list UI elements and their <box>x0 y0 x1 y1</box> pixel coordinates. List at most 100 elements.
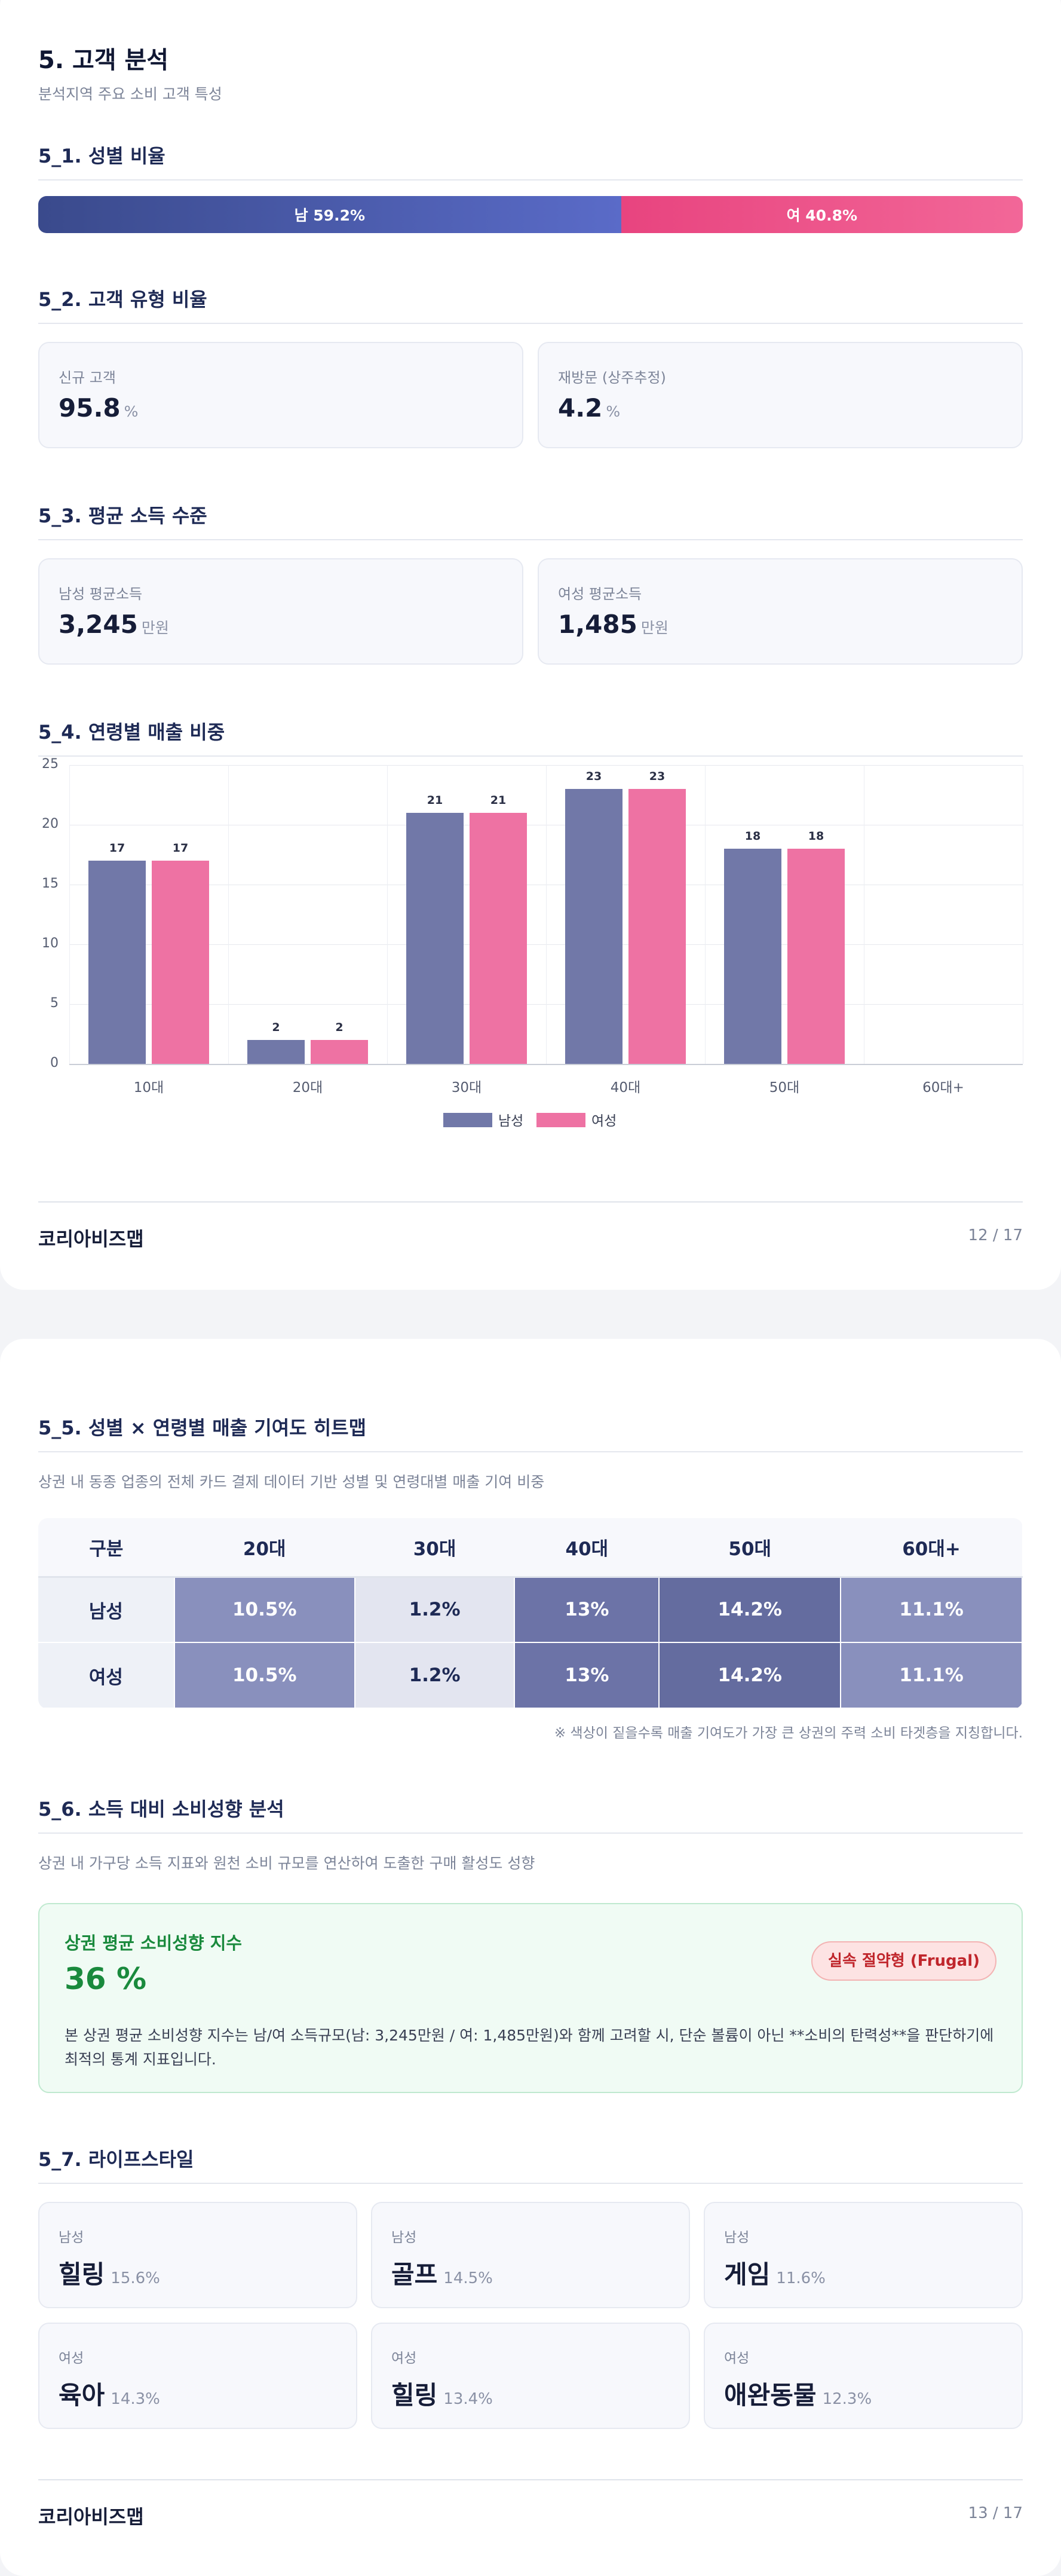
new-customer-card: 신규 고객 95.8% <box>38 342 523 448</box>
heatmap-col-header: 구분 <box>38 1518 174 1578</box>
chart-y-tick-label: 10 <box>42 936 59 951</box>
report-page-13: 5_5. 성별 × 연령별 매출 기여도 히트맵 상권 내 동종 업종의 전체 … <box>0 1339 1061 2576</box>
female-income-value: 1,485 만원 <box>558 610 669 639</box>
chart-bar-male <box>88 861 146 1064</box>
lifestyle-card: 여성 육아 14.3% <box>38 2323 357 2429</box>
heatmap-col-header: 30대 <box>354 1518 515 1578</box>
chart-bar-male <box>406 813 464 1064</box>
lifestyle-gender: 여성 <box>724 2351 750 2366</box>
lifestyle-percent: 15.6% <box>111 2269 160 2287</box>
heatmap-cell: 1.2% <box>354 1642 516 1709</box>
return-customer-value: 4.2% <box>558 393 621 423</box>
male-income-label: 남성 평균소득 <box>59 586 143 602</box>
report-page-12: 5. 고객 분석 분석지역 주요 소비 고객 특성 5_1. 성별 비율 남 5… <box>0 0 1061 1290</box>
chart-data-label: 17 <box>172 842 189 855</box>
lifestyle-percent: 14.5% <box>443 2269 493 2287</box>
heatmap-col-header: 40대 <box>514 1518 660 1578</box>
divider <box>38 755 1023 757</box>
gender-ratio-male-segment: 남 59.2% <box>38 196 621 233</box>
propensity-body-text: 본 상권 평균 소비성향 지수는 남/여 소득규모(남: 3,245만원 / 여… <box>65 2027 994 2068</box>
heatmap-cell: 14.2% <box>659 1642 842 1709</box>
return-customer-label: 재방문 (상주추정) <box>558 369 666 386</box>
section-title: 5. 고객 분석 <box>38 47 169 74</box>
heatmap-cell: 10.5% <box>174 1642 355 1709</box>
chart-gridline <box>69 1004 1023 1005</box>
gender-ratio-male-label: 남 59.2% <box>294 207 366 224</box>
chart-gridline <box>69 765 70 1064</box>
chart-x-tick-label: 10대 <box>133 1080 164 1096</box>
heatmap-col-header: 50대 <box>659 1518 841 1578</box>
footer-divider <box>38 1201 1023 1203</box>
lifestyle-percent: 11.6% <box>776 2269 826 2287</box>
propensity-description: 상권 내 가구당 소득 지표와 원천 소비 규모를 연산하여 도출한 구매 활성… <box>38 1855 535 1872</box>
heatmap-cell: 13% <box>514 1642 660 1709</box>
heatmap-row-male: 남성 10.5% 1.2% 13% 14.2% 11.1% <box>38 1577 1023 1643</box>
female-income-label: 여성 평균소득 <box>558 586 642 602</box>
chart-bar-female <box>787 849 845 1064</box>
chart-data-label: 2 <box>335 1021 344 1034</box>
chart-data-label: 18 <box>744 830 761 843</box>
heatmap-description: 상권 내 동종 업종의 전체 카드 결제 데이터 기반 성별 및 연령대별 매출… <box>38 1473 545 1491</box>
heatmap-row-label: 여성 <box>38 1642 175 1709</box>
female-income-card: 여성 평균소득 1,485 만원 <box>538 558 1023 665</box>
chart-y-tick-label: 0 <box>50 1056 59 1070</box>
propensity-box-title: 상권 평균 소비성향 지수 <box>65 1933 243 1953</box>
propensity-heading: 5_6. 소득 대비 소비성향 분석 <box>38 1798 284 1821</box>
heatmap-cell: 13% <box>514 1577 660 1643</box>
heatmap-cell: 11.1% <box>841 1642 1023 1709</box>
lifestyle-gender: 여성 <box>59 2351 84 2366</box>
heatmap-note: ※ 색상이 짙을수록 매출 기여도가 가장 큰 상권의 주력 소비 타겟층을 지… <box>554 1726 1023 1741</box>
divider <box>38 1451 1023 1452</box>
gender-ratio-female-segment: 여 40.8% <box>621 196 1023 233</box>
chart-x-tick-label: 40대 <box>610 1080 641 1096</box>
lifestyle-percent: 14.3% <box>111 2390 160 2408</box>
chart-gridline <box>387 765 388 1064</box>
divider <box>38 179 1023 180</box>
chart-data-label: 23 <box>585 770 602 783</box>
heatmap-row-female: 여성 10.5% 1.2% 13% 14.2% 11.1% <box>38 1642 1023 1709</box>
divider <box>38 539 1023 540</box>
footer-brand: 코리아비즈맵 <box>38 1228 144 1250</box>
lifestyle-card: 여성 애완동물 12.3% <box>704 2323 1023 2429</box>
chart-bar-female <box>311 1040 368 1064</box>
chart-y-tick-label: 15 <box>42 876 59 891</box>
footer-page-number: 12 / 17 <box>968 1226 1023 1244</box>
divider <box>38 1832 1023 1834</box>
gender-ratio-bar: 남 59.2% 여 40.8% <box>38 196 1023 233</box>
chart-data-label: 18 <box>808 830 824 843</box>
gender-ratio-female-label: 여 40.8% <box>786 207 858 224</box>
chart-legend-swatch <box>536 1113 585 1127</box>
chart-legend-swatch <box>443 1113 492 1127</box>
lifestyle-gender: 남성 <box>724 2230 750 2245</box>
heatmap-col-header: 20대 <box>174 1518 355 1578</box>
heatmap-cell: 11.1% <box>841 1577 1023 1643</box>
lifestyle-name: 힐링 <box>391 2381 438 2410</box>
lifestyle-heading: 5_7. 라이프스타일 <box>38 2148 194 2171</box>
heatmap-col-header: 60대+ <box>841 1518 1022 1578</box>
chart-data-label: 17 <box>109 842 125 855</box>
chart-x-tick-label: 20대 <box>292 1080 323 1096</box>
heatmap-header-row: 구분 20대 30대 40대 50대 60대+ <box>38 1518 1022 1578</box>
lifestyle-percent: 12.3% <box>822 2390 872 2408</box>
chart-bar-male <box>565 789 623 1064</box>
divider <box>38 2183 1023 2184</box>
lifestyle-name: 힐링 <box>59 2260 105 2289</box>
chart-y-tick-label: 20 <box>42 816 59 831</box>
chart-data-label: 23 <box>649 770 666 783</box>
gender-ratio-heading: 5_1. 성별 비율 <box>38 145 165 167</box>
chart-x-axis <box>69 1064 1023 1065</box>
heatmap-cell: 10.5% <box>174 1577 355 1643</box>
propensity-badge: 실속 절약형 (Frugal) <box>811 1941 996 1981</box>
male-income-value: 3,245 만원 <box>59 610 169 639</box>
footer-page-number: 13 / 17 <box>968 2504 1023 2522</box>
propensity-box: 상권 평균 소비성향 지수 36 % 실속 절약형 (Frugal) 본 상권 … <box>38 1903 1023 2093</box>
lifestyle-card: 남성 힐링 15.6% <box>38 2202 357 2308</box>
chart-bar-female <box>628 789 686 1064</box>
lifestyle-card: 여성 힐링 13.4% <box>371 2323 690 2429</box>
lifestyle-gender: 남성 <box>391 2230 417 2245</box>
return-customer-card: 재방문 (상주추정) 4.2% <box>538 342 1023 448</box>
chart-bar-male <box>247 1040 305 1064</box>
lifestyle-percent: 13.4% <box>443 2390 493 2408</box>
income-heading: 5_3. 평균 소득 수준 <box>38 504 207 527</box>
new-customer-label: 신규 고객 <box>59 369 116 386</box>
